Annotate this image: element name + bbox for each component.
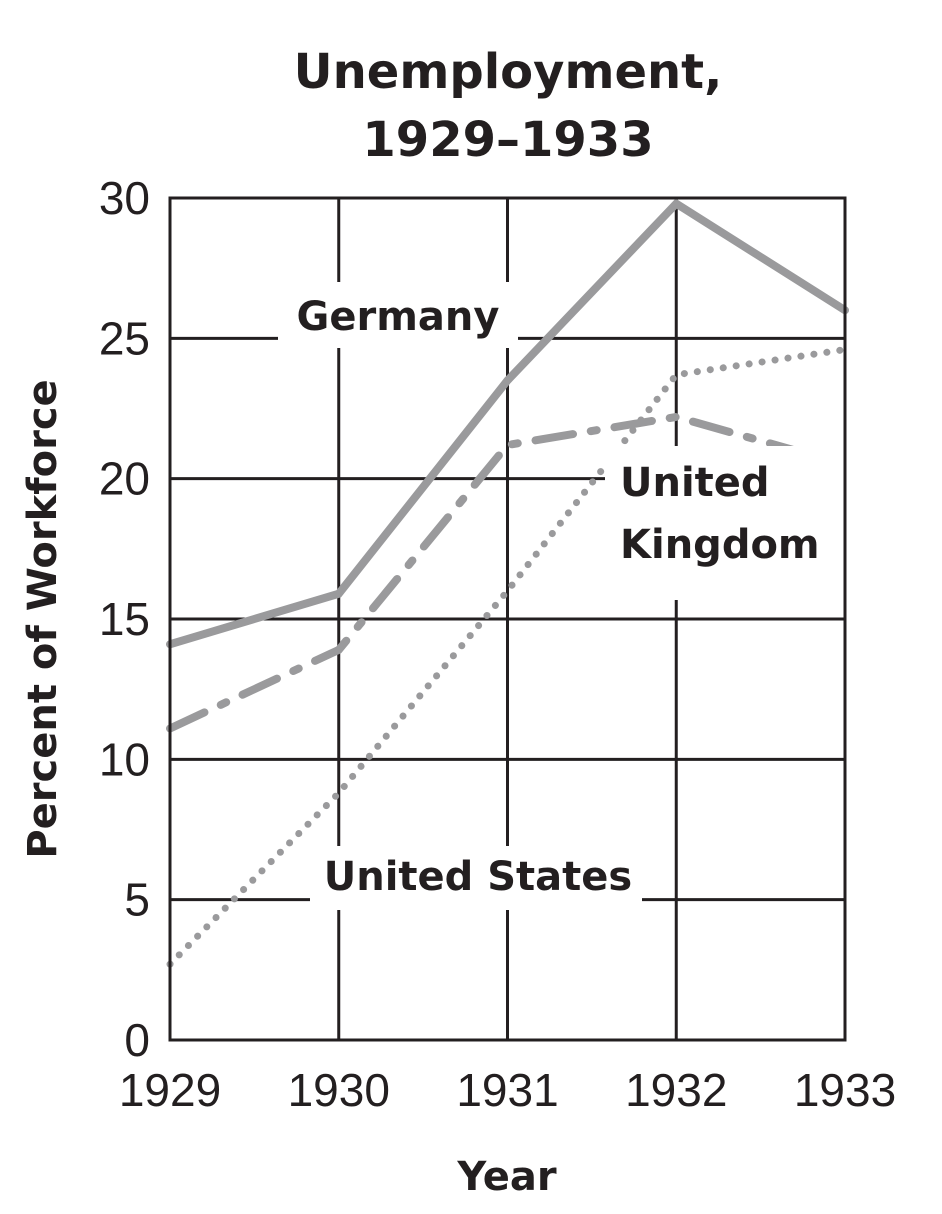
y-tick-label: 0 xyxy=(124,1014,150,1066)
y-tick-label: 20 xyxy=(99,453,150,505)
series-line-germany xyxy=(166,198,849,649)
chart-title-line-1: Unemployment, xyxy=(294,44,723,100)
y-axis-label: Percent of Workforce xyxy=(20,379,66,858)
plot-frame xyxy=(168,196,847,1042)
x-tick-label: 1931 xyxy=(456,1064,558,1116)
x-tick-label: 1930 xyxy=(288,1064,390,1116)
y-tick-label: 30 xyxy=(99,172,150,224)
series-label-germany: Germany xyxy=(297,294,500,340)
series-label-united-kingdom: United xyxy=(620,460,770,506)
y-tick-label: 15 xyxy=(99,593,150,645)
series-lines xyxy=(166,198,849,968)
series-label-bg xyxy=(605,446,845,600)
series-label-bg xyxy=(310,846,642,910)
y-tick-label: 5 xyxy=(124,874,150,926)
x-tick-label: 1932 xyxy=(625,1064,727,1116)
series-labels: Germany United Kingdom United States xyxy=(278,282,845,910)
series-line-united-kingdom xyxy=(166,412,849,733)
chart-title-line-2: 1929–1933 xyxy=(362,112,653,168)
series-label-united-kingdom: Kingdom xyxy=(620,522,820,568)
y-tick-label: 25 xyxy=(99,312,150,364)
x-tick-label: 1933 xyxy=(794,1064,896,1116)
series-line-united-states xyxy=(166,346,849,968)
y-tick-labels: 0 5 10 15 20 25 30 xyxy=(99,172,150,1066)
y-tick-label: 10 xyxy=(99,733,150,785)
x-axis-label: Year xyxy=(456,1154,556,1200)
x-tick-labels: 1929 1930 1931 1932 1933 xyxy=(119,1064,896,1116)
series-label-united-states: United States xyxy=(324,854,632,900)
series-label-bg xyxy=(278,282,518,348)
x-tick-label: 1929 xyxy=(119,1064,221,1116)
